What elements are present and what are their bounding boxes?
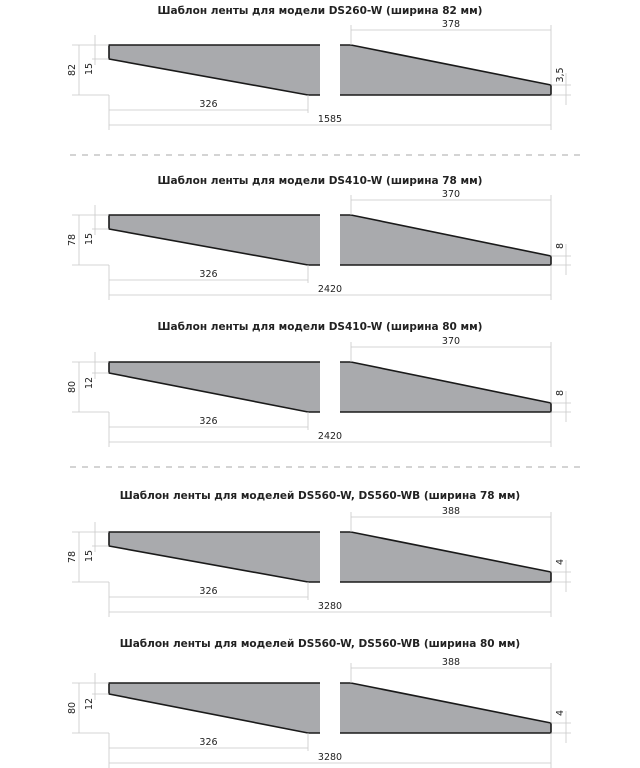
- width-label: 82: [67, 64, 78, 76]
- taper-left-label: 15: [84, 63, 95, 75]
- strip-left-part: [109, 683, 320, 733]
- template-title: Шаблон ленты для модели DS410-W (ширина …: [158, 321, 483, 333]
- total-length-label: 3280: [318, 601, 342, 612]
- right-end-label: 8: [555, 390, 566, 396]
- tape-template-2: Шаблон ленты для модели DS410-W (ширина …: [67, 175, 571, 300]
- right-length-label: 370: [442, 336, 460, 347]
- template-title: Шаблон ленты для модели DS260-W (ширина …: [158, 5, 483, 17]
- taper-length-label: 326: [199, 737, 217, 748]
- taper-left-label: 12: [84, 698, 95, 710]
- width-label: 78: [67, 234, 78, 246]
- total-length-label: 3280: [318, 752, 342, 763]
- right-end-label: 8: [555, 243, 566, 249]
- total-length-label: 1585: [318, 114, 342, 125]
- taper-length-label: 326: [199, 269, 217, 280]
- width-label: 78: [67, 551, 78, 563]
- tape-template-3: Шаблон ленты для модели DS410-W (ширина …: [67, 321, 571, 447]
- total-length-label: 2420: [318, 431, 342, 442]
- template-title: Шаблон ленты для моделей DS560-W, DS560-…: [120, 490, 520, 502]
- tape-template-5: Шаблон ленты для моделей DS560-W, DS560-…: [67, 638, 571, 768]
- taper-length-label: 326: [199, 586, 217, 597]
- strip-right-part: [340, 45, 551, 95]
- strip-right-part: [340, 683, 551, 733]
- right-length-label: 388: [442, 657, 460, 668]
- strip-left-part: [109, 45, 320, 95]
- tape-template-4: Шаблон ленты для моделей DS560-W, DS560-…: [67, 490, 571, 617]
- strip-right-part: [340, 215, 551, 265]
- right-end-label: 3,5: [555, 67, 566, 82]
- tape-template-1: Шаблон ленты для модели DS260-W (ширина …: [67, 5, 571, 130]
- right-length-label: 378: [442, 19, 460, 30]
- template-title: Шаблон ленты для модели DS410-W (ширина …: [158, 175, 483, 187]
- taper-length-label: 326: [199, 99, 217, 110]
- right-end-label: 4: [555, 559, 566, 565]
- taper-left-label: 15: [84, 233, 95, 245]
- strip-left-part: [109, 215, 320, 265]
- right-length-label: 388: [442, 506, 460, 517]
- taper-length-label: 326: [199, 416, 217, 427]
- strip-left-part: [109, 532, 320, 582]
- taper-left-label: 15: [84, 550, 95, 562]
- width-label: 80: [67, 702, 78, 714]
- template-title: Шаблон ленты для моделей DS560-W, DS560-…: [120, 638, 520, 650]
- right-end-label: 4: [555, 710, 566, 716]
- strip-right-part: [340, 532, 551, 582]
- width-label: 80: [67, 381, 78, 393]
- total-length-label: 2420: [318, 284, 342, 295]
- strip-left-part: [109, 362, 320, 412]
- strip-right-part: [340, 362, 551, 412]
- taper-left-label: 12: [84, 377, 95, 389]
- right-length-label: 370: [442, 189, 460, 200]
